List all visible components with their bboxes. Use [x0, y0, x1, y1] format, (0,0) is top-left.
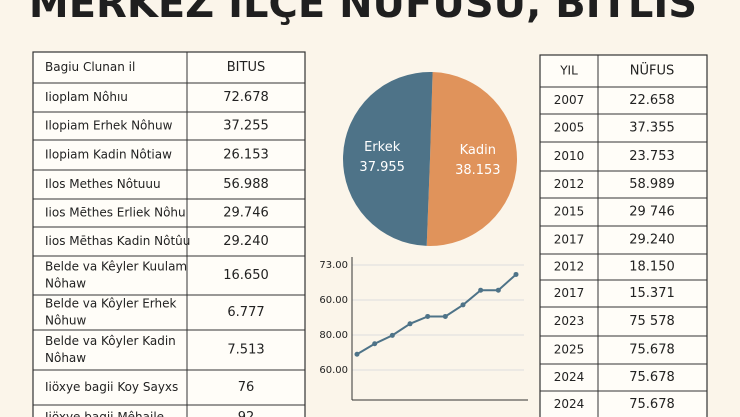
y-tick-label: 60.00: [319, 365, 348, 376]
table-border: [32, 51, 306, 417]
slice-value: 37.955: [359, 160, 405, 175]
cell: 2010: [554, 149, 585, 163]
left-table: Bagiu Clunan il BITUS Iioplam Nôhıu 72.678 I…: [32, 51, 306, 417]
cell: 2023: [554, 314, 585, 328]
point: [495, 287, 501, 293]
cell: 72.678: [223, 90, 269, 105]
cell: 7.513: [227, 343, 264, 358]
cell: Iioplam Nôhıu: [45, 90, 128, 104]
cell: 2012: [554, 177, 585, 191]
cell: 2017: [554, 233, 585, 247]
header-cell: Bagiu Clunan il: [45, 60, 135, 74]
point: [407, 321, 413, 327]
cell: Belde va Kêyler Kuulam Nôhaw: [45, 259, 187, 290]
slice-label: Kadin: [460, 143, 496, 158]
slice-label: Erkek: [364, 140, 401, 155]
point: [425, 313, 431, 319]
cell: 22.658: [629, 93, 675, 108]
cell: 15.371: [629, 286, 675, 301]
point: [389, 332, 395, 338]
cell: 37.355: [629, 121, 675, 136]
cell: Belde va Kôyler Erhek Nôhuw: [45, 296, 177, 327]
cell: 2005: [554, 121, 585, 135]
cell: 75 578: [629, 314, 675, 329]
point: [442, 313, 448, 319]
y-tick-label: 80.00: [319, 330, 348, 341]
header-cell: YIL: [559, 64, 578, 78]
cell: Iiöxye bagii Koy Sayxs: [45, 380, 178, 394]
cell: Iiöxye bagii Mêhaile: [45, 410, 164, 417]
cell: 2024: [554, 397, 585, 411]
cell: 29.240: [629, 233, 675, 248]
pie-slice: [343, 72, 433, 246]
cell: Ilopiam Erhek Nôhuw: [45, 119, 173, 133]
cell: 29.746: [223, 206, 269, 221]
header-cell: BITUS: [227, 60, 265, 75]
title: MERKEZ ILÇE NÜFUSU, BITLIS: [29, 0, 697, 27]
table-border: [539, 54, 708, 417]
cell: 2012: [554, 260, 585, 274]
y-tick-label: 73.00: [319, 260, 348, 271]
cell: 2025: [554, 343, 585, 357]
line-chart: 73.00 60.00 80.00 60.00: [319, 257, 528, 401]
y-tick-label: 60.00: [319, 295, 348, 306]
cell: Iios Mēthas Kadin Nôtûu: [45, 234, 190, 248]
cell: 6.777: [227, 305, 264, 320]
cell: 2017: [554, 286, 585, 300]
cell: Ilos Methes Nôtuuu: [45, 177, 161, 191]
cell: Ilopiam Kadin Nôtiaw: [45, 148, 172, 162]
point: [372, 341, 378, 347]
cell: 92: [238, 410, 255, 417]
pie-chart: Kadin 38.153 Erkek 37.955: [343, 72, 518, 247]
cell: 2015: [554, 205, 585, 219]
point: [354, 351, 360, 357]
cell: 58.989: [629, 177, 675, 192]
point: [513, 271, 519, 277]
cell: 29.240: [223, 234, 269, 249]
cell: 16.650: [223, 268, 269, 283]
cell: 75.678: [629, 397, 675, 412]
cell: 56.988: [223, 177, 269, 192]
cell: 29 746: [629, 205, 675, 220]
cell: 2007: [554, 93, 585, 107]
cell: Iios Mēthes Erliek Nôhu: [45, 206, 186, 220]
right-table: YIL NÜFUS 2007 22.658 2005 37.355 2010 23.753 20…: [539, 54, 708, 417]
pie-slice: [426, 72, 518, 247]
slice-value: 38.153: [455, 163, 501, 178]
point: [478, 287, 484, 293]
point: [460, 302, 466, 308]
cell: 26.153: [223, 148, 269, 163]
cell: 37.255: [223, 119, 269, 134]
cell: 18.150: [629, 260, 675, 275]
cell: 76: [238, 380, 255, 395]
header-cell: NÜFUS: [630, 62, 674, 79]
cell: Belde va Kôyler Kadin Nôhaw: [45, 334, 176, 365]
cell: 23.753: [629, 149, 675, 164]
line-series: [356, 273, 517, 356]
cell: 75.678: [629, 343, 675, 358]
cell: 2024: [554, 370, 585, 384]
cell: 75.678: [629, 370, 675, 385]
